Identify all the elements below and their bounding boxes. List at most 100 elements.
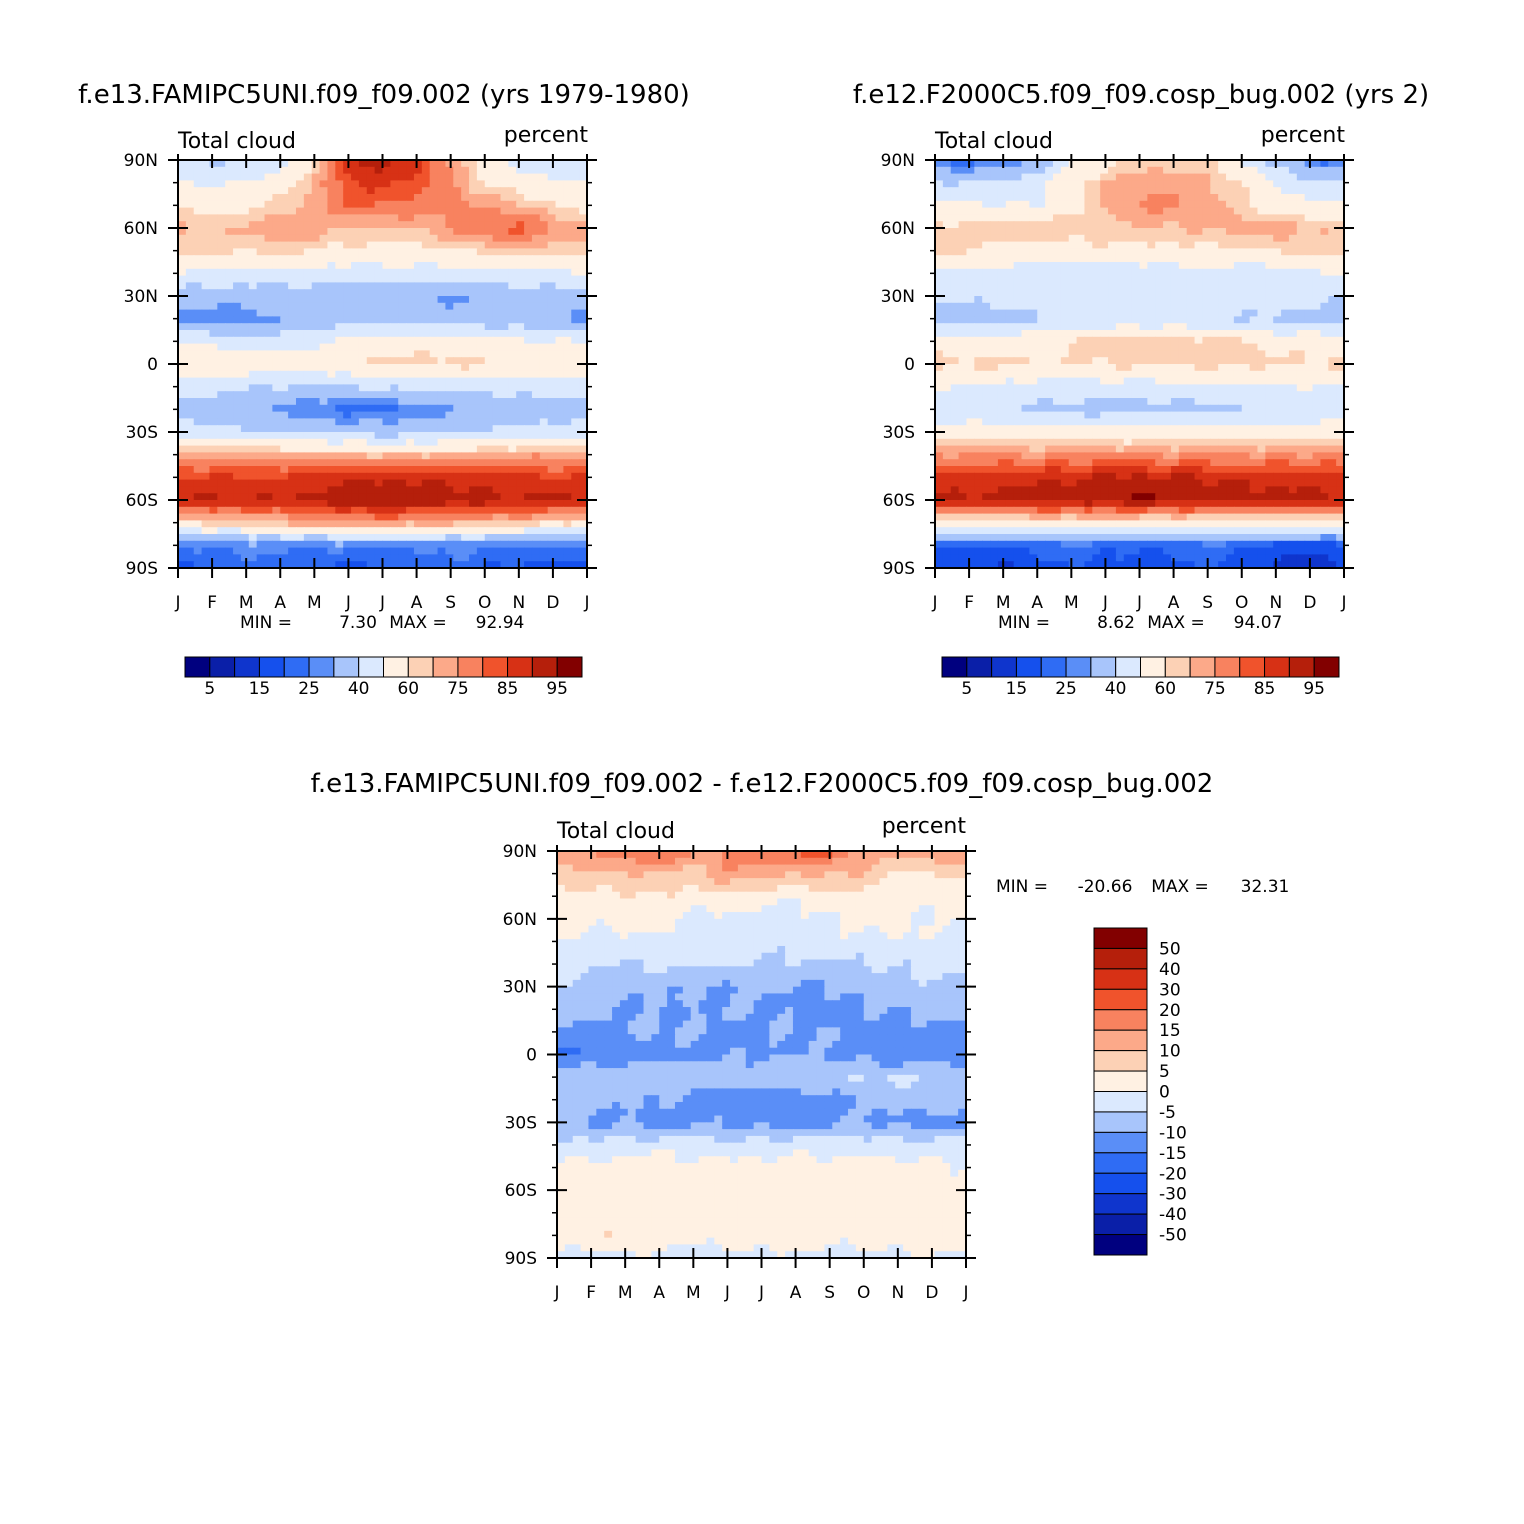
heatmap-cell (484, 377, 494, 385)
heatmap-cell (382, 547, 391, 555)
heatmap-cell (508, 506, 517, 515)
heatmap-cell (1100, 194, 1109, 202)
heatmap-cell (524, 336, 533, 345)
heatmap-cell (579, 554, 588, 562)
heatmap-cell (571, 547, 580, 555)
heatmap-cell (382, 411, 391, 419)
heatmap-cell (1005, 180, 1015, 188)
heatmap-cell (225, 479, 234, 487)
heatmap-cell (288, 241, 297, 249)
heatmap-cell (398, 411, 407, 419)
heatmap-cell (990, 336, 999, 345)
heatmap-cell (1328, 160, 1337, 168)
heatmap-cell (1100, 309, 1109, 317)
heatmap-cell (1218, 173, 1227, 181)
heatmap-cell (437, 330, 447, 338)
heatmap-cell (1092, 194, 1101, 202)
heatmap-cell (398, 357, 407, 365)
heatmap-cell (1178, 228, 1188, 236)
heatmap-cell (1202, 262, 1211, 270)
heatmap-cell (484, 561, 494, 569)
heatmap-cell (942, 194, 952, 202)
heatmap-cell (225, 200, 234, 209)
heatmap-cell (1257, 180, 1266, 188)
heatmap-cell (178, 234, 187, 243)
heatmap-cell (413, 302, 423, 311)
heatmap-cell (390, 166, 399, 175)
heatmap-cell (571, 391, 580, 399)
heatmap-cell (358, 534, 368, 542)
heatmap-cell (217, 459, 226, 467)
x-tick-label: J (583, 593, 589, 613)
heatmap-cell (1029, 289, 1038, 297)
heatmap-cell (1131, 323, 1141, 331)
heatmap-cell (1060, 207, 1070, 215)
heatmap-cell (256, 554, 266, 562)
heatmap-cell (469, 207, 478, 215)
heatmap-cell (1312, 370, 1322, 379)
heatmap-cell (193, 377, 203, 385)
heatmap-cell (1084, 173, 1093, 181)
heatmap-cell (563, 255, 572, 263)
heatmap-cell (1115, 350, 1125, 358)
heatmap-cell (974, 323, 983, 331)
heatmap-cell (374, 166, 384, 175)
heatmap-cell (476, 513, 486, 521)
heatmap-cell (531, 459, 541, 467)
heatmap-cell (1108, 289, 1117, 297)
heatmap-cell (319, 513, 329, 521)
heatmap-cell (319, 561, 329, 569)
heatmap-cell (469, 302, 478, 311)
heatmap-cell (217, 343, 226, 351)
heatmap-cell (484, 520, 494, 528)
heatmap-cell (413, 506, 423, 515)
colorbar-box (457, 656, 484, 678)
heatmap-cell (531, 370, 541, 379)
heatmap-cell (421, 160, 431, 168)
heatmap-cell (1186, 343, 1196, 351)
heatmap-cell (225, 173, 234, 181)
heatmap-cell (539, 187, 549, 195)
heatmap-cell (1241, 262, 1251, 270)
heatmap-cell (1304, 357, 1314, 365)
heatmap-cell (264, 275, 273, 283)
heatmap-cell (193, 336, 203, 345)
heatmap-cell (209, 466, 218, 474)
heatmap-cell (390, 493, 399, 501)
heatmap-cell (469, 377, 478, 385)
heatmap-cell (382, 241, 391, 249)
heatmap-cell (1226, 166, 1235, 175)
heatmap-cell (366, 534, 376, 542)
heatmap-cell (366, 309, 376, 317)
heatmap-cell (437, 384, 447, 392)
heatmap-cell (469, 547, 478, 555)
heatmap-cell (1233, 268, 1243, 277)
heatmap-cell (1108, 302, 1117, 311)
heatmap-cell (429, 418, 439, 426)
heatmap-cell (1328, 207, 1337, 215)
heatmap-cell (185, 336, 195, 345)
heatmap-cell (500, 391, 509, 399)
heatmap-cell (233, 445, 242, 453)
heatmap-cell (500, 302, 509, 311)
heatmap-cell (942, 296, 952, 304)
heatmap-cell (390, 384, 399, 392)
heatmap-cell (201, 316, 211, 324)
heatmap-cell (1052, 234, 1062, 243)
heatmap-cell (390, 309, 399, 317)
heatmap-cell (398, 187, 407, 195)
heatmap-cell (1273, 262, 1282, 270)
heatmap-cell (248, 364, 258, 372)
heatmap-cell (1178, 234, 1188, 243)
heatmap-cell (958, 214, 968, 222)
heatmap-cell (966, 282, 975, 290)
heatmap-cell (421, 445, 431, 453)
heatmap-cell (469, 418, 478, 426)
heatmap-cell (335, 255, 344, 263)
colorbar-box (333, 656, 360, 678)
heatmap-cell (1139, 289, 1148, 297)
heatmap-cell (547, 364, 557, 372)
heatmap-cell (209, 262, 218, 270)
heatmap-cell (1092, 316, 1101, 324)
heatmap-cell (398, 540, 407, 549)
